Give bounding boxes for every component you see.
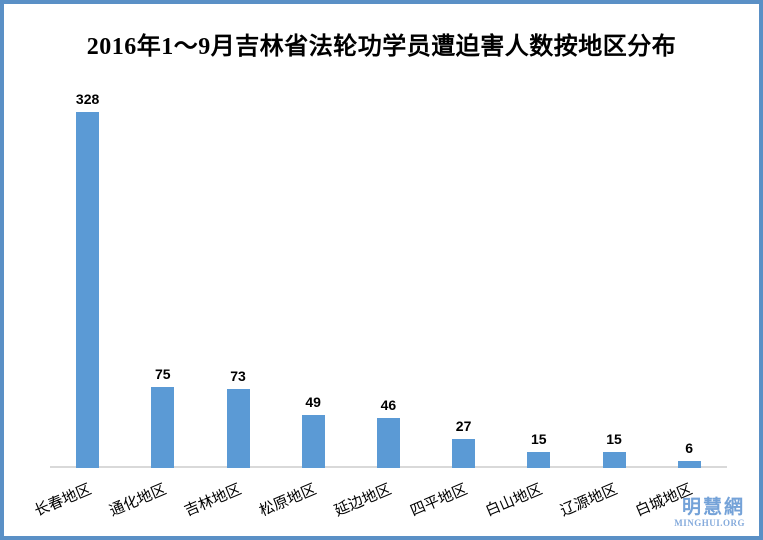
bar-松原地区 xyxy=(301,415,325,468)
value-label: 15 xyxy=(606,431,622,447)
bar-白城地区 xyxy=(677,461,701,468)
chart-title: 2016年1～9月吉林省法轮功学员遭迫害人数按地区分布 xyxy=(86,34,677,60)
bar-长春地区 xyxy=(76,112,100,468)
value-label: 46 xyxy=(380,397,397,413)
bar-延边地区 xyxy=(376,418,400,468)
watermark-cjk-text: 明慧網 xyxy=(681,497,745,518)
bar-辽源地区 xyxy=(602,452,626,468)
value-label: 73 xyxy=(230,368,246,384)
value-label: 27 xyxy=(455,418,472,434)
bar-四平地区 xyxy=(452,439,476,468)
bar-通化地区 xyxy=(151,387,175,468)
value-label: 75 xyxy=(155,366,171,382)
value-label: 328 xyxy=(75,91,100,107)
bar-吉林地区 xyxy=(226,389,250,468)
value-label: 15 xyxy=(531,431,547,447)
watermark-latin-text: MINGHUI.ORG xyxy=(674,518,745,528)
minghui-watermark: 明慧網 MINGHUI.ORG xyxy=(674,498,745,528)
bar-白山地区 xyxy=(527,452,551,468)
value-label: 49 xyxy=(305,394,321,410)
value-label: 6 xyxy=(685,440,694,456)
bar-chart-plot: 328 长春地区 75 通化地区 73 吉林地区 49 松原地区 46 延边地区 27 四平地区 15 白… xyxy=(4,4,763,540)
